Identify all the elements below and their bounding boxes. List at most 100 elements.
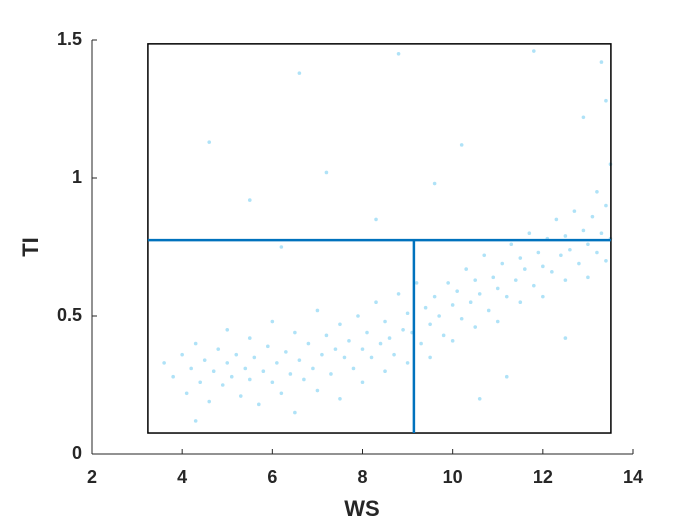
scatter-point (270, 380, 275, 385)
scatter-point (320, 352, 324, 357)
scatter-point (459, 143, 464, 147)
scatter-point (595, 190, 599, 194)
scatter-point (279, 245, 284, 249)
scatter-point (599, 60, 604, 64)
scatter-point (284, 350, 288, 354)
scatter-point (446, 281, 450, 285)
scatter-point (302, 377, 306, 382)
scatter-point (356, 314, 360, 318)
scatter-point (229, 374, 234, 379)
scatter-point (266, 344, 270, 349)
scatter-point (423, 305, 428, 310)
scatter-point (171, 374, 175, 379)
scatter-point (401, 328, 405, 332)
scatter-point (225, 361, 230, 365)
scatter-point (333, 347, 338, 351)
scatter-point (202, 358, 207, 362)
scatter-point (486, 308, 491, 313)
scatter-point (211, 369, 216, 374)
x-tick-label: 14 (623, 467, 643, 487)
scatter-point (347, 339, 351, 343)
scatter-point (383, 369, 387, 374)
scatter-point (500, 261, 505, 266)
scatter-point (504, 294, 509, 299)
scatter-point (220, 383, 225, 387)
scatter-point (207, 140, 212, 144)
scatter-point (378, 341, 383, 346)
scatter-point (572, 209, 577, 213)
y-tick-label: 1.5 (57, 29, 82, 49)
scatter-point (604, 203, 608, 208)
scatter-point (184, 391, 189, 396)
scatter-point (428, 322, 432, 327)
scatter-point (437, 314, 441, 318)
scatter-point (279, 391, 284, 396)
scatter-point (396, 52, 401, 56)
scatter-point (392, 352, 396, 357)
scatter-point (541, 264, 545, 269)
scatter-point (581, 115, 586, 120)
y-tick-label: 1 (72, 167, 82, 187)
scatter-point (360, 380, 365, 385)
scatter-point (288, 372, 293, 376)
scatter-point (468, 300, 473, 305)
scatter-point (491, 275, 496, 280)
scatter-point (527, 231, 532, 235)
scatter-point (238, 394, 243, 398)
scatter-point (270, 319, 275, 324)
scatter-point (581, 228, 586, 233)
scatter-point (554, 217, 559, 222)
scatter-point (243, 366, 248, 371)
scatter-point (207, 399, 212, 404)
scatter-point (604, 259, 608, 263)
scatter-point (252, 355, 257, 360)
scatter-point (234, 352, 239, 357)
scatter-point (387, 336, 392, 340)
scatter-point (455, 289, 459, 293)
region-box (147, 43, 612, 434)
scatter-point (450, 303, 455, 307)
scatter-point (193, 341, 198, 346)
scatter-point (532, 49, 536, 53)
scatter-point (450, 339, 455, 343)
scatter-point (477, 292, 482, 296)
x-tick-label: 8 (357, 467, 367, 487)
scatter-point (563, 278, 568, 282)
scatter-point (509, 242, 514, 247)
x-tick-label: 2 (87, 467, 97, 487)
y-tick-label: 0.5 (57, 305, 82, 325)
scatter-point (419, 341, 423, 346)
scatter-point (374, 300, 378, 305)
scatter-point (315, 388, 320, 393)
scatter-point (586, 275, 590, 280)
scatter-point (306, 341, 311, 346)
x-axis-title: WS (344, 496, 379, 521)
scatter-point (414, 281, 419, 285)
scatter-point (586, 242, 590, 247)
x-tick-label: 12 (533, 467, 553, 487)
scatter-point (247, 377, 252, 382)
scatter-point (225, 328, 230, 332)
scatter-point (162, 361, 166, 365)
scatter-point (351, 366, 356, 371)
y-tick-label: 0 (72, 443, 82, 463)
scatter-point (329, 372, 333, 376)
scatter-point (563, 234, 568, 238)
scatter-point (247, 336, 252, 340)
x-tick-label: 6 (267, 467, 277, 487)
scatter-point (311, 366, 315, 371)
scatter-point (342, 355, 347, 360)
scatter-point (257, 402, 261, 407)
scatter-point (590, 214, 595, 219)
scatter-point (518, 300, 523, 305)
scatter-point (473, 325, 478, 329)
scatter-point (523, 267, 527, 271)
scatter-point (477, 397, 482, 401)
scatter-point (275, 361, 279, 365)
scatter-point (189, 366, 193, 371)
scatter-point (513, 278, 518, 282)
scatter-point (482, 253, 487, 258)
scatter-point (495, 286, 500, 291)
scatter-point (293, 410, 297, 415)
